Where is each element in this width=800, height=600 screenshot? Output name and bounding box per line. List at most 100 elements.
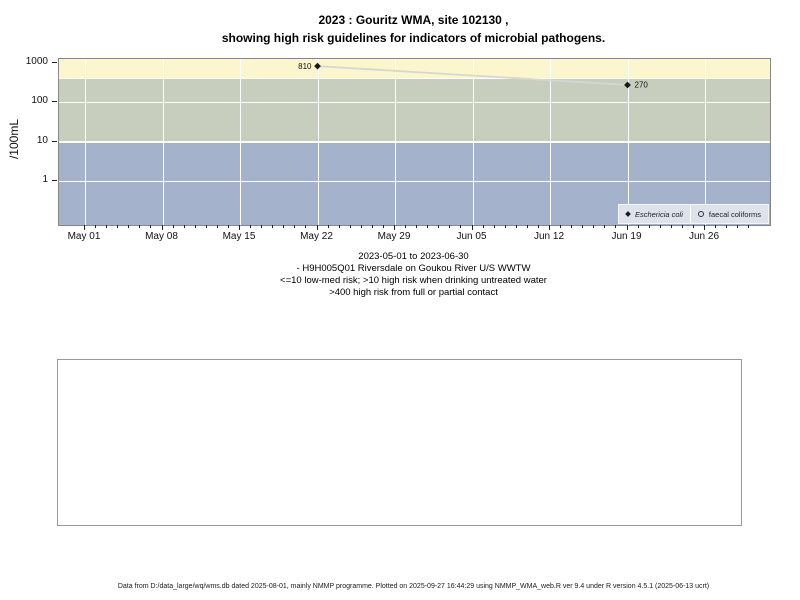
x-axis-minor-tick xyxy=(427,225,429,228)
x-axis-major-tick xyxy=(704,225,705,230)
x-axis-minor-tick xyxy=(216,225,218,228)
caption-risk-contact: >400 high risk from full or partial cont… xyxy=(329,287,498,298)
x-axis-minor-tick xyxy=(560,225,562,228)
x-axis-minor-tick xyxy=(737,225,739,228)
x-axis-minor-tick xyxy=(582,225,584,228)
x-axis-minor-tick xyxy=(227,225,229,228)
x-axis-minor-tick xyxy=(493,225,495,228)
x-axis-minor-tick xyxy=(194,225,196,228)
h-gridline xyxy=(59,102,770,103)
v-gridline xyxy=(472,59,474,225)
x-axis-minor-tick xyxy=(183,225,185,228)
x-axis-minor-tick xyxy=(327,225,329,228)
y-axis-tick-label: 10 xyxy=(36,134,48,146)
x-axis-minor-tick xyxy=(349,225,351,228)
x-axis-minor-tick xyxy=(571,225,573,228)
y-axis-tick xyxy=(52,101,57,102)
x-axis-minor-tick xyxy=(593,225,595,228)
v-gridline xyxy=(162,59,164,225)
plot-panel: Eschericia coli faecal coliforms 810 270 xyxy=(58,58,771,226)
v-gridline xyxy=(317,59,319,225)
legend-label-ecoli: Eschericia coli xyxy=(634,209,683,219)
caption-date-range: 2023-05-01 to 2023-06-30 xyxy=(358,251,469,262)
x-axis-major-tick xyxy=(239,225,240,230)
x-axis-tick-label: May 22 xyxy=(300,231,333,242)
v-gridline xyxy=(705,59,706,225)
y-axis-tick-label: 1 xyxy=(42,174,48,185)
x-axis-major-tick xyxy=(316,225,318,230)
x-axis-major-tick xyxy=(626,225,628,230)
x-axis-tick-label: May 08 xyxy=(145,231,178,242)
data-layer: 810 270 xyxy=(298,62,649,90)
x-axis-tick-label: Jun 19 xyxy=(611,231,642,242)
data-point-label: 270 xyxy=(635,81,649,90)
x-axis-minor-tick xyxy=(504,225,506,228)
x-axis-minor-tick xyxy=(526,225,528,228)
caption-site: - H9H005Q01 Riversdale on Goukou River U… xyxy=(296,263,531,274)
y-axis-tick-label: 100 xyxy=(31,95,48,106)
x-axis-minor-tick xyxy=(537,225,539,228)
x-axis-minor-tick xyxy=(482,225,484,228)
x-axis-minor-tick xyxy=(305,225,307,228)
v-gridline xyxy=(85,59,86,225)
risk-band xyxy=(59,59,770,79)
data-point-marker xyxy=(624,81,631,89)
legend: Eschericia coli faecal coliforms xyxy=(617,204,769,224)
risk-band xyxy=(59,78,770,142)
x-axis-minor-tick xyxy=(726,225,728,228)
y-axis-tick-label: 1000 xyxy=(25,55,48,67)
x-axis-minor-tick xyxy=(715,225,717,228)
x-axis-minor-tick xyxy=(205,225,207,228)
x-axis-minor-tick xyxy=(648,225,650,228)
legend-entry-ecoli: Eschericia coli xyxy=(619,210,690,219)
x-axis-major-tick xyxy=(471,225,473,230)
x-axis-minor-tick xyxy=(416,225,418,228)
x-axis-minor-tick xyxy=(272,225,274,228)
x-axis-minor-tick xyxy=(449,225,451,228)
x-axis-minor-tick xyxy=(117,225,119,228)
x-axis-major-tick xyxy=(161,225,163,230)
x-axis-minor-tick xyxy=(405,225,407,228)
x-axis-minor-tick xyxy=(106,225,108,228)
data-point-label: 810 xyxy=(298,62,312,71)
x-axis-tick-label: Jun 26 xyxy=(688,231,720,242)
x-axis-major-tick xyxy=(394,225,395,230)
x-axis-minor-tick xyxy=(150,225,152,228)
filled-diamond-icon xyxy=(625,211,631,217)
caption-risk-drinking: <=10 low-med risk; >10 high risk when dr… xyxy=(280,275,547,286)
h-gridline xyxy=(59,78,770,80)
x-axis-minor-tick xyxy=(460,225,462,228)
empty-panel-box xyxy=(57,359,742,526)
v-gridline xyxy=(627,59,629,225)
x-axis-minor-tick xyxy=(128,225,130,228)
open-circle-icon xyxy=(697,211,704,217)
x-axis-tick-label: Jun 12 xyxy=(533,231,565,242)
x-axis-minor-tick xyxy=(371,225,373,228)
x-axis-minor-tick xyxy=(360,225,362,228)
x-axis-minor-tick xyxy=(382,225,384,228)
x-axis-tick-label: May 29 xyxy=(377,231,411,242)
legend-entry-faecal-coliforms: faecal coliforms xyxy=(691,210,768,219)
x-axis-minor-tick xyxy=(95,225,97,228)
x-axis-minor-tick xyxy=(670,225,672,228)
y-axis-tick xyxy=(52,140,57,142)
x-axis-minor-tick xyxy=(338,225,340,228)
chart-title: 2023 : Gouritz WMA, site 102130 , showin… xyxy=(58,11,769,47)
x-axis-minor-tick xyxy=(692,225,694,228)
x-axis-tick-label: May 01 xyxy=(67,231,101,242)
data-point-marker xyxy=(314,62,321,70)
x-axis-minor-tick xyxy=(681,225,683,228)
y-axis-tick xyxy=(52,61,57,63)
x-axis-major-tick xyxy=(84,225,85,230)
chart-title-line2: showing high risk guidelines for indicat… xyxy=(221,31,606,45)
x-axis-minor-tick xyxy=(604,225,606,228)
footer-provenance: Data from D:/data_large/wq/wms.db dated … xyxy=(117,583,710,590)
v-gridline xyxy=(550,59,551,225)
chart-title-line1: 2023 : Gouritz WMA, site 102130 , xyxy=(318,13,509,27)
x-axis-minor-tick xyxy=(294,225,296,228)
v-gridline xyxy=(395,59,396,225)
y-axis-tick xyxy=(52,180,57,181)
x-axis-minor-tick xyxy=(615,225,617,228)
x-axis-minor-tick xyxy=(261,225,263,228)
